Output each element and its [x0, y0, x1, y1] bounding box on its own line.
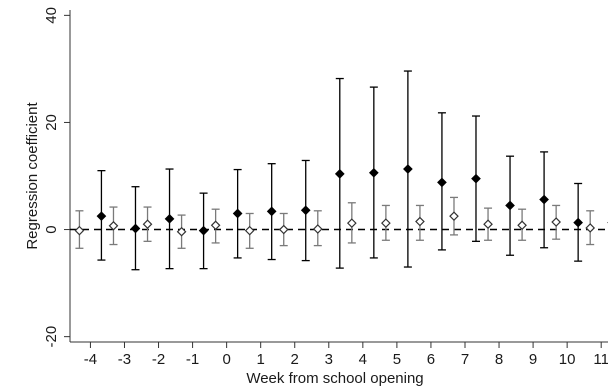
x-tick-label: 2 [291, 351, 299, 368]
x-tick-label: 9 [529, 351, 537, 368]
point-marker [471, 173, 481, 184]
solid-diamond-estimate [232, 168, 243, 259]
point-marker [539, 194, 549, 205]
point-marker [278, 224, 289, 235]
solid-diamond-estimate [471, 115, 481, 242]
point-marker [210, 220, 221, 231]
point-marker [573, 217, 583, 228]
point-marker [334, 169, 345, 179]
point-marker [266, 206, 277, 217]
y-axis-title: Regression coefficient [24, 102, 41, 250]
solid-diamond-estimate [198, 192, 209, 270]
hollow-diamond-estimate [585, 210, 596, 246]
x-tick-label: -1 [186, 351, 199, 368]
point-marker [381, 218, 391, 228]
point-marker [551, 217, 561, 227]
hollow-diamond-estimate [244, 212, 255, 249]
solid-diamond-estimate [539, 151, 549, 249]
hollow-diamond-estimate [142, 206, 153, 242]
hollow-diamond-estimate [483, 207, 493, 241]
point-marker [505, 200, 515, 211]
point-marker [108, 220, 119, 231]
hollow-diamond-estimate [312, 210, 323, 247]
point-marker [142, 219, 153, 230]
point-marker [96, 211, 107, 222]
y-tick-label: 20 [43, 114, 60, 131]
solid-diamond-estimate [300, 159, 311, 262]
hollow-diamond-estimate [551, 204, 561, 240]
point-marker [198, 225, 209, 236]
point-marker [403, 164, 413, 174]
solid-diamond-estimate [368, 86, 379, 259]
point-marker [415, 216, 425, 227]
x-tick-label: 7 [461, 351, 469, 368]
point-marker [164, 213, 175, 224]
point-marker [346, 218, 357, 228]
point-marker [483, 219, 493, 230]
point-marker [517, 220, 527, 231]
hollow-diamond-estimate [210, 208, 221, 244]
x-tick-label: 4 [359, 351, 367, 368]
x-tick-label: -2 [152, 351, 165, 368]
point-marker [437, 177, 447, 188]
x-tick-label: -3 [118, 351, 131, 368]
x-tick-label: 0 [222, 351, 230, 368]
hollow-diamond-estimate [278, 212, 289, 247]
solid-diamond-estimate [505, 155, 515, 256]
hollow-diamond-estimate [449, 196, 459, 236]
solid-diamond-estimate [164, 168, 175, 270]
hollow-diamond-estimate [517, 208, 527, 241]
point-marker [130, 223, 141, 234]
solid-diamond-estimate [437, 112, 447, 251]
x-tick-label: 8 [495, 351, 503, 368]
x-tick-label: 5 [393, 351, 401, 368]
x-tick-label: 6 [427, 351, 435, 368]
solid-diamond-estimate [573, 182, 583, 262]
y-tick-label: 0 [43, 225, 60, 233]
x-axis-title: Week from school opening [246, 370, 423, 387]
hollow-diamond-estimate [381, 204, 391, 241]
point-marker [74, 225, 85, 236]
y-tick-label: 40 [43, 7, 60, 24]
y-tick-label: -20 [43, 326, 60, 348]
hollow-diamond-estimate [176, 214, 187, 249]
solid-diamond-estimate [334, 77, 345, 269]
hollow-diamond-estimate [74, 210, 85, 249]
point-marker [585, 223, 596, 233]
point-marker [176, 226, 187, 237]
point-marker [449, 211, 459, 222]
solid-diamond-estimate [130, 186, 141, 271]
hollow-diamond-estimate [108, 206, 119, 246]
point-marker [300, 205, 311, 216]
solid-diamond-estimate [403, 70, 413, 268]
solid-diamond-estimate [96, 169, 107, 261]
hollow-diamond-estimate [346, 202, 357, 244]
point-marker [232, 208, 243, 219]
point-marker [312, 224, 323, 234]
hollow-diamond-estimate [415, 204, 425, 241]
x-tick-label: 1 [257, 351, 265, 368]
x-tick-label: 10 [559, 351, 576, 368]
x-tick-label: -4 [84, 351, 97, 368]
point-marker [368, 167, 379, 178]
solid-diamond-estimate [266, 163, 277, 261]
point-marker [244, 225, 255, 236]
x-tick-label: 3 [325, 351, 333, 368]
x-tick-label: 11 [593, 351, 608, 368]
